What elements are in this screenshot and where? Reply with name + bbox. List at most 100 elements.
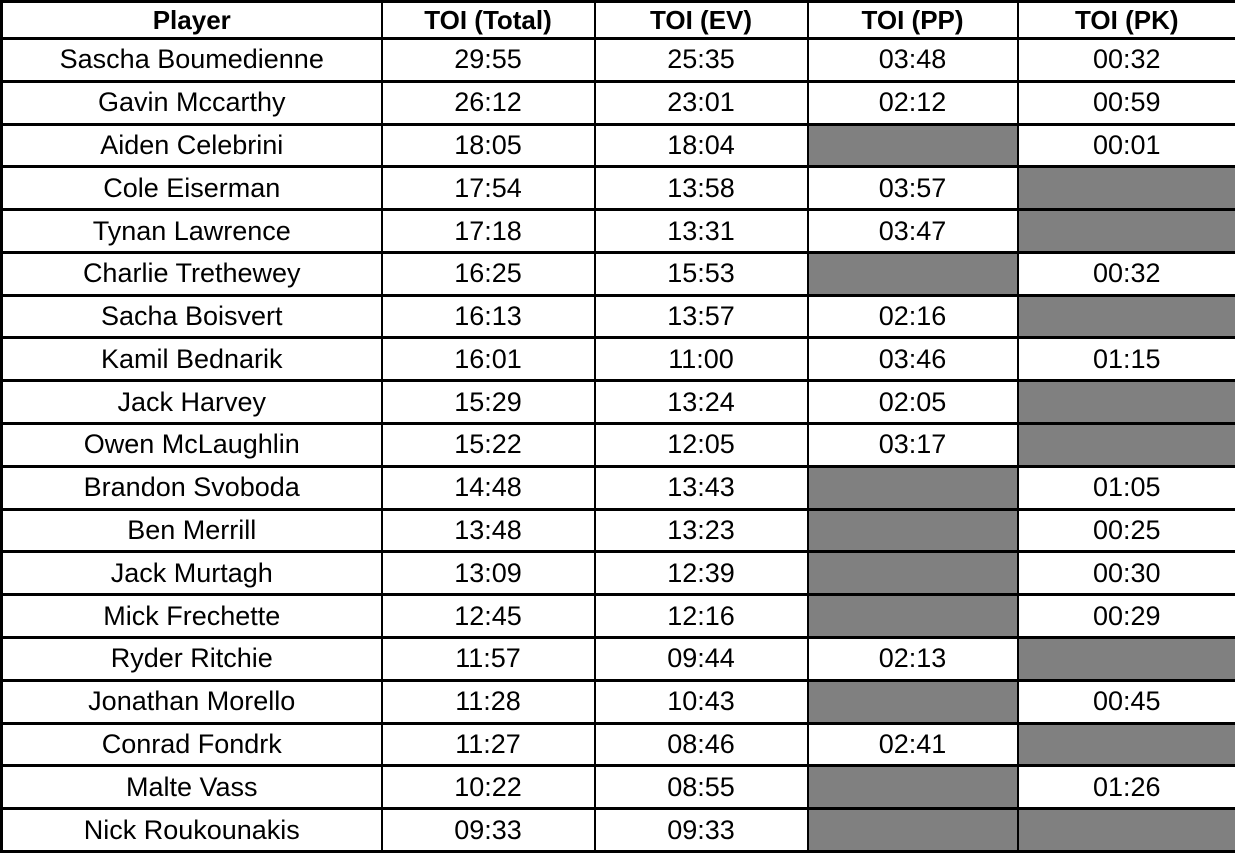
- toi-ev-cell: 10:43: [593, 678, 809, 725]
- player-name-cell: Sascha Boumedienne: [0, 37, 383, 83]
- player-name-cell: Owen McLaughlin: [0, 422, 383, 468]
- empty-shaded-cell: [1016, 721, 1235, 768]
- table-row: Cole Eiserman 17:54 13:58 03:57: [0, 165, 1235, 212]
- player-name-cell: Sacha Boisvert: [0, 293, 383, 340]
- toi-pk-cell: 01:15: [1016, 336, 1235, 383]
- toi-total-cell: 09:33: [380, 807, 596, 853]
- toi-total-cell: 14:48: [380, 464, 596, 511]
- empty-shaded-cell: [1016, 165, 1235, 212]
- toi-total-cell: 13:48: [380, 507, 596, 554]
- table-row: Sacha Boisvert 16:13 13:57 02:16: [0, 293, 1235, 340]
- toi-ev-cell: 25:35: [593, 37, 809, 83]
- toi-table-body: Sascha Boumedienne 29:55 25:35 03:48 00:32 Ga…: [0, 37, 1235, 853]
- column-header-toi-pp: TOI (PP): [806, 0, 1019, 40]
- toi-ev-cell: 23:01: [593, 79, 809, 126]
- empty-shaded-cell: [806, 593, 1019, 639]
- player-name-cell: Ryder Ritchie: [0, 635, 383, 682]
- toi-pp-cell: 02:16: [806, 293, 1019, 340]
- toi-pp-cell: 03:47: [806, 208, 1019, 254]
- player-name-cell: Brandon Svoboda: [0, 464, 383, 511]
- table-row: Gavin Mccarthy 26:12 23:01 02:12 00:59: [0, 79, 1235, 126]
- table-header: Player TOI (Total) TOI (EV) TOI (PP) TOI…: [0, 0, 1235, 40]
- empty-shaded-cell: [1016, 293, 1235, 340]
- table-row: Conrad Fondrk 11:27 08:46 02:41: [0, 721, 1235, 768]
- toi-total-cell: 29:55: [380, 37, 596, 83]
- column-header-toi-ev: TOI (EV): [593, 0, 809, 40]
- empty-shaded-cell: [1016, 807, 1235, 853]
- toi-ev-cell: 12:16: [593, 593, 809, 639]
- toi-total-cell: 10:22: [380, 764, 596, 811]
- toi-pk-cell: 00:01: [1016, 122, 1235, 169]
- toi-pk-cell: 01:05: [1016, 464, 1235, 511]
- toi-ev-cell: 13:57: [593, 293, 809, 340]
- player-name-cell: Aiden Celebrini: [0, 122, 383, 169]
- empty-shaded-cell: [806, 764, 1019, 811]
- toi-ev-cell: 08:46: [593, 721, 809, 768]
- table-row: Kamil Bednarik 16:01 11:00 03:46 01:15: [0, 336, 1235, 383]
- player-name-cell: Conrad Fondrk: [0, 721, 383, 768]
- column-header-toi-pk: TOI (PK): [1016, 0, 1235, 40]
- player-name-cell: Nick Roukounakis: [0, 807, 383, 853]
- empty-shaded-cell: [1016, 635, 1235, 682]
- toi-ev-cell: 09:44: [593, 635, 809, 682]
- toi-total-cell: 17:54: [380, 165, 596, 212]
- player-name-cell: Tynan Lawrence: [0, 208, 383, 254]
- toi-ev-cell: 18:04: [593, 122, 809, 169]
- empty-shaded-cell: [1016, 422, 1235, 468]
- toi-ev-cell: 12:05: [593, 422, 809, 468]
- table-row: Tynan Lawrence 17:18 13:31 03:47: [0, 208, 1235, 254]
- toi-total-cell: 12:45: [380, 593, 596, 639]
- player-name-cell: Gavin Mccarthy: [0, 79, 383, 126]
- toi-ev-cell: 13:24: [593, 379, 809, 426]
- toi-pp-cell: 03:17: [806, 422, 1019, 468]
- table-row: Nick Roukounakis 09:33 09:33: [0, 807, 1235, 853]
- table-row: Owen McLaughlin 15:22 12:05 03:17: [0, 422, 1235, 468]
- toi-pk-cell: 00:25: [1016, 507, 1235, 554]
- header-row: Player TOI (Total) TOI (EV) TOI (PP) TOI…: [0, 0, 1235, 40]
- toi-pp-cell: 03:57: [806, 165, 1019, 212]
- toi-ev-cell: 13:58: [593, 165, 809, 212]
- empty-shaded-cell: [1016, 379, 1235, 426]
- column-header-toi-total: TOI (Total): [380, 0, 596, 40]
- player-name-cell: Jack Harvey: [0, 379, 383, 426]
- toi-total-cell: 11:27: [380, 721, 596, 768]
- toi-pk-cell: 00:32: [1016, 37, 1235, 83]
- toi-ev-cell: 13:23: [593, 507, 809, 554]
- toi-pk-cell: 00:32: [1016, 250, 1235, 297]
- empty-shaded-cell: [806, 678, 1019, 725]
- toi-pp-cell: 03:48: [806, 37, 1019, 83]
- toi-ev-cell: 15:53: [593, 250, 809, 297]
- toi-ev-cell: 13:31: [593, 208, 809, 254]
- table-row: Brandon Svoboda 14:48 13:43 01:05: [0, 464, 1235, 511]
- player-name-cell: Mick Frechette: [0, 593, 383, 639]
- toi-total-cell: 15:29: [380, 379, 596, 426]
- player-name-cell: Charlie Trethewey: [0, 250, 383, 297]
- player-name-cell: Ben Merrill: [0, 507, 383, 554]
- toi-total-cell: 16:01: [380, 336, 596, 383]
- toi-pk-cell: 01:26: [1016, 764, 1235, 811]
- toi-ev-cell: 13:43: [593, 464, 809, 511]
- toi-total-cell: 26:12: [380, 79, 596, 126]
- toi-total-cell: 13:09: [380, 550, 596, 597]
- toi-total-cell: 16:13: [380, 293, 596, 340]
- table-row: Malte Vass 10:22 08:55 01:26: [0, 764, 1235, 811]
- toi-total-cell: 11:57: [380, 635, 596, 682]
- table-row: Jonathan Morello 11:28 10:43 00:45: [0, 678, 1235, 725]
- empty-shaded-cell: [806, 250, 1019, 297]
- toi-pk-cell: 00:29: [1016, 593, 1235, 639]
- player-name-cell: Malte Vass: [0, 764, 383, 811]
- toi-ev-cell: 08:55: [593, 764, 809, 811]
- toi-ev-cell: 12:39: [593, 550, 809, 597]
- empty-shaded-cell: [806, 550, 1019, 597]
- toi-pk-cell: 00:45: [1016, 678, 1235, 725]
- toi-pp-cell: 02:13: [806, 635, 1019, 682]
- table-row: Jack Murtagh 13:09 12:39 00:30: [0, 550, 1235, 597]
- toi-ev-cell: 11:00: [593, 336, 809, 383]
- toi-pp-cell: 02:05: [806, 379, 1019, 426]
- table-row: Ryder Ritchie 11:57 09:44 02:13: [0, 635, 1235, 682]
- toi-pp-cell: 02:12: [806, 79, 1019, 126]
- toi-total-cell: 16:25: [380, 250, 596, 297]
- table-row: Ben Merrill 13:48 13:23 00:25: [0, 507, 1235, 554]
